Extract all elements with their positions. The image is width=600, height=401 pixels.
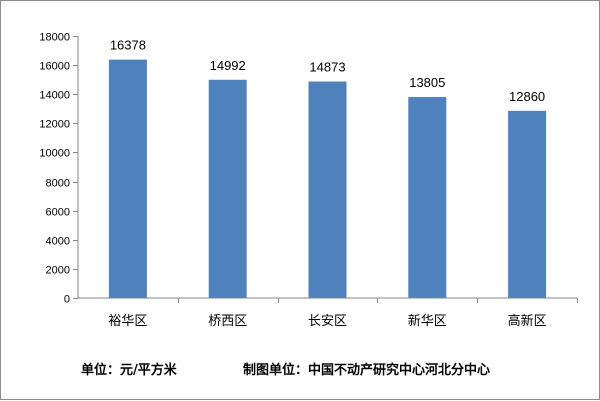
x-axis-labels: 裕华区 桥西区 长安区 新华区 高新区 (108, 298, 578, 329)
x-tick-label: 新华区 (408, 313, 447, 329)
y-tick-label: 12000 (39, 119, 70, 131)
data-label: 14992 (210, 58, 246, 73)
y-tick-label: 18000 (39, 32, 70, 44)
data-labels: 16378 14992 14873 13805 12860 (110, 38, 545, 104)
x-tick-label: 桥西区 (208, 314, 247, 329)
y-tick-label: 14000 (39, 90, 70, 102)
y-tick-label: 8000 (46, 178, 70, 190)
data-label: 12860 (509, 89, 545, 104)
unit-note: 单位：元/平方米 (81, 363, 177, 378)
bars (108, 59, 547, 299)
y-tick-label: 10000 (39, 148, 70, 160)
y-tick-label: 16000 (39, 61, 70, 73)
bar (508, 110, 547, 298)
bar (408, 97, 447, 299)
y-tick-label: 2000 (46, 265, 70, 277)
bar (308, 81, 347, 298)
bar (108, 59, 147, 298)
chart-footer: 单位：元/平方米 制图单位：中国不动产研究中心河北分中心 (1, 351, 600, 381)
data-label: 13805 (409, 75, 445, 90)
source-note: 制图单位：中国不动产研究中心河北分中心 (243, 363, 491, 378)
y-tick-label: 0 (64, 294, 70, 306)
y-tick-label: 4000 (46, 236, 70, 248)
y-axis-ticks: 0 2000 4000 6000 8000 10000 12000 14000 16000 180… (39, 32, 78, 306)
y-tick-label: 6000 (46, 207, 70, 219)
x-tick-label: 高新区 (508, 313, 547, 329)
data-label: 14873 (309, 60, 345, 75)
data-label: 16378 (110, 38, 146, 53)
x-tick-label: 裕华区 (108, 314, 147, 329)
x-tick-label: 长安区 (308, 314, 347, 329)
bar (208, 79, 247, 298)
